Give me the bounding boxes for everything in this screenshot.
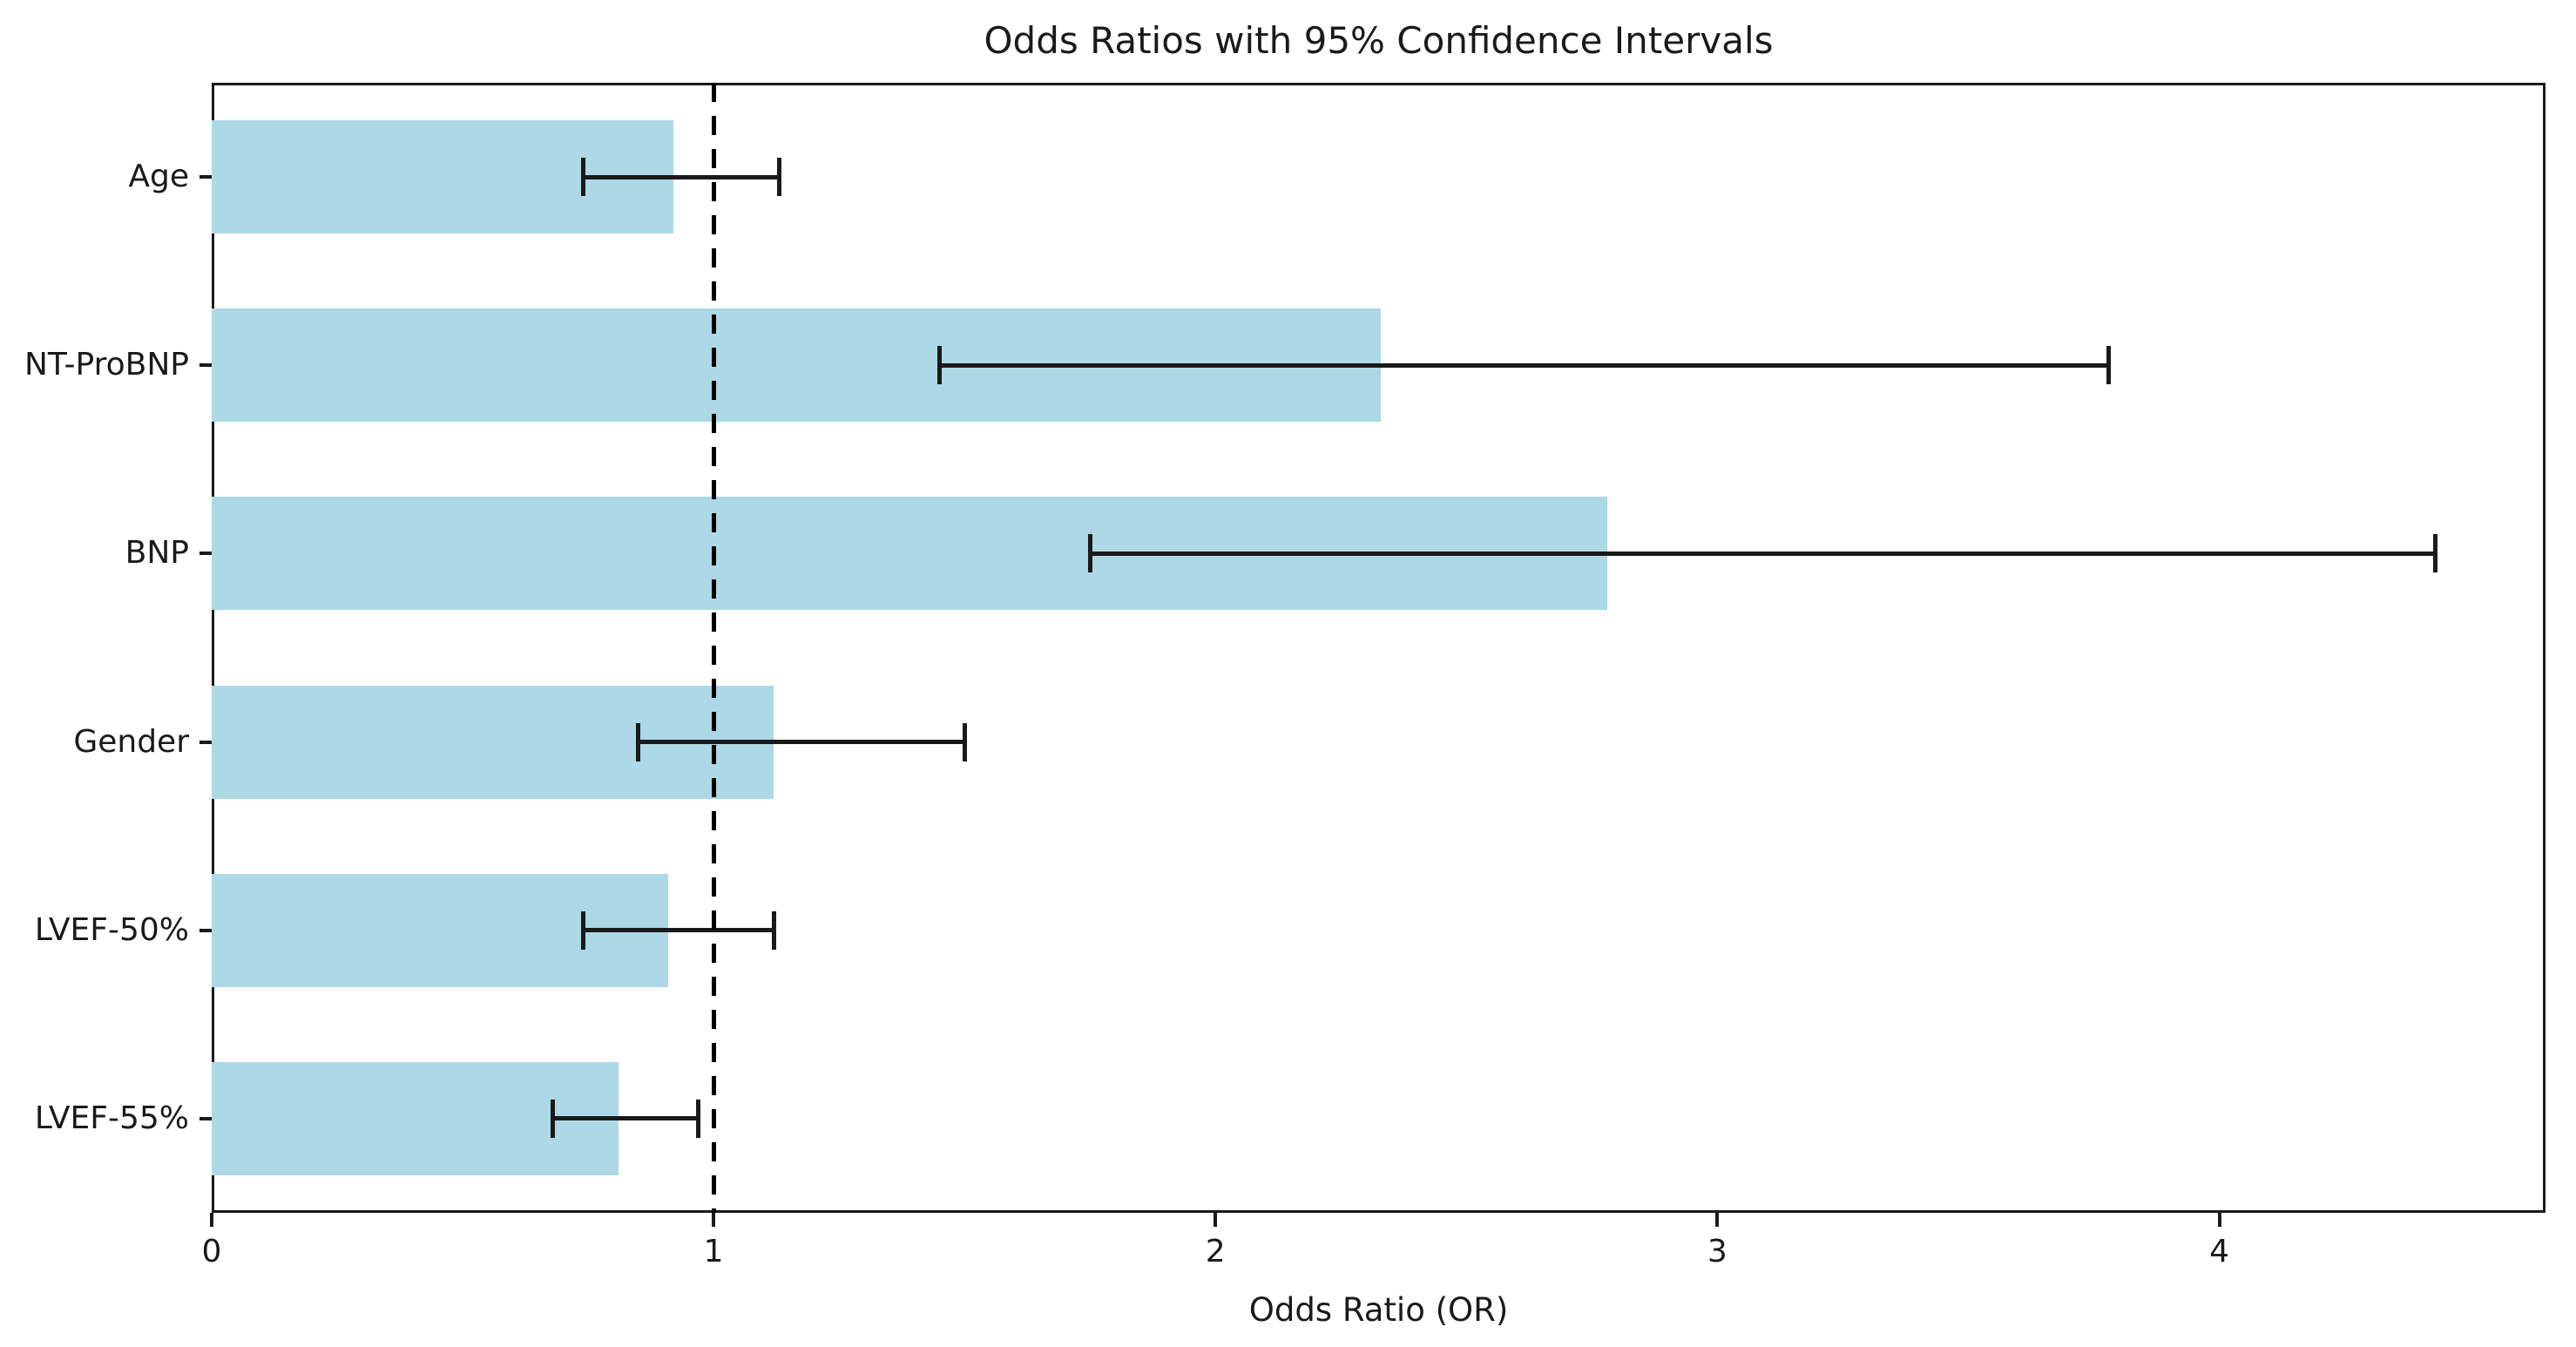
error-bar-line bbox=[1090, 551, 2436, 556]
error-bar-line bbox=[583, 928, 774, 933]
error-bar-line bbox=[552, 1116, 699, 1121]
error-bar-line bbox=[939, 362, 2109, 368]
error-bar-line bbox=[638, 740, 965, 745]
y-axis-tick bbox=[199, 175, 212, 179]
error-bar-cap-high bbox=[2106, 346, 2112, 385]
x-axis-tick bbox=[712, 1213, 716, 1227]
x-axis-label: Odds Ratio (OR) bbox=[1248, 1291, 1509, 1329]
chart-title: Odds Ratios with 95% Confidence Interval… bbox=[984, 19, 1774, 62]
y-axis-tick bbox=[199, 928, 212, 932]
y-tick-label: Age bbox=[128, 159, 189, 195]
bar-lvef-55- bbox=[212, 1061, 619, 1175]
reference-line bbox=[711, 83, 716, 1213]
y-tick-label: Gender bbox=[73, 723, 189, 760]
x-tick-label: 1 bbox=[703, 1234, 724, 1269]
y-axis-tick bbox=[199, 740, 212, 744]
x-axis-tick bbox=[1214, 1213, 1218, 1227]
error-bar-cap-high bbox=[771, 910, 776, 950]
error-bar-cap-high bbox=[962, 722, 967, 761]
error-bar-cap-low bbox=[551, 1099, 556, 1138]
error-bar-cap-low bbox=[936, 346, 942, 385]
x-tick-label: 4 bbox=[2209, 1234, 2229, 1269]
x-tick-label: 0 bbox=[201, 1234, 222, 1269]
x-axis-tick bbox=[2217, 1213, 2221, 1227]
error-bar-cap-high bbox=[2432, 534, 2437, 573]
y-tick-label: BNP bbox=[125, 535, 189, 572]
y-tick-label: LVEF-55% bbox=[34, 1100, 189, 1136]
x-tick-label: 2 bbox=[1205, 1234, 1226, 1269]
x-tick-label: 3 bbox=[1707, 1234, 1727, 1269]
x-axis-tick bbox=[210, 1213, 213, 1227]
error-bar-cap-low bbox=[580, 910, 585, 950]
error-bar-line bbox=[583, 174, 780, 179]
y-axis-tick bbox=[199, 363, 212, 368]
error-bar-cap-low bbox=[1087, 534, 1092, 573]
y-tick-label: NT-ProBNP bbox=[24, 347, 189, 383]
x-axis-tick bbox=[1715, 1213, 1720, 1227]
y-tick-label: LVEF-50% bbox=[34, 911, 189, 948]
y-axis-tick bbox=[199, 1116, 212, 1120]
y-axis-tick bbox=[199, 552, 212, 556]
error-bar-cap-low bbox=[636, 722, 641, 761]
error-bar-cap-low bbox=[580, 158, 585, 197]
error-bar-cap-high bbox=[776, 158, 781, 197]
plot-area bbox=[212, 83, 2546, 1213]
error-bar-cap-high bbox=[696, 1099, 701, 1138]
